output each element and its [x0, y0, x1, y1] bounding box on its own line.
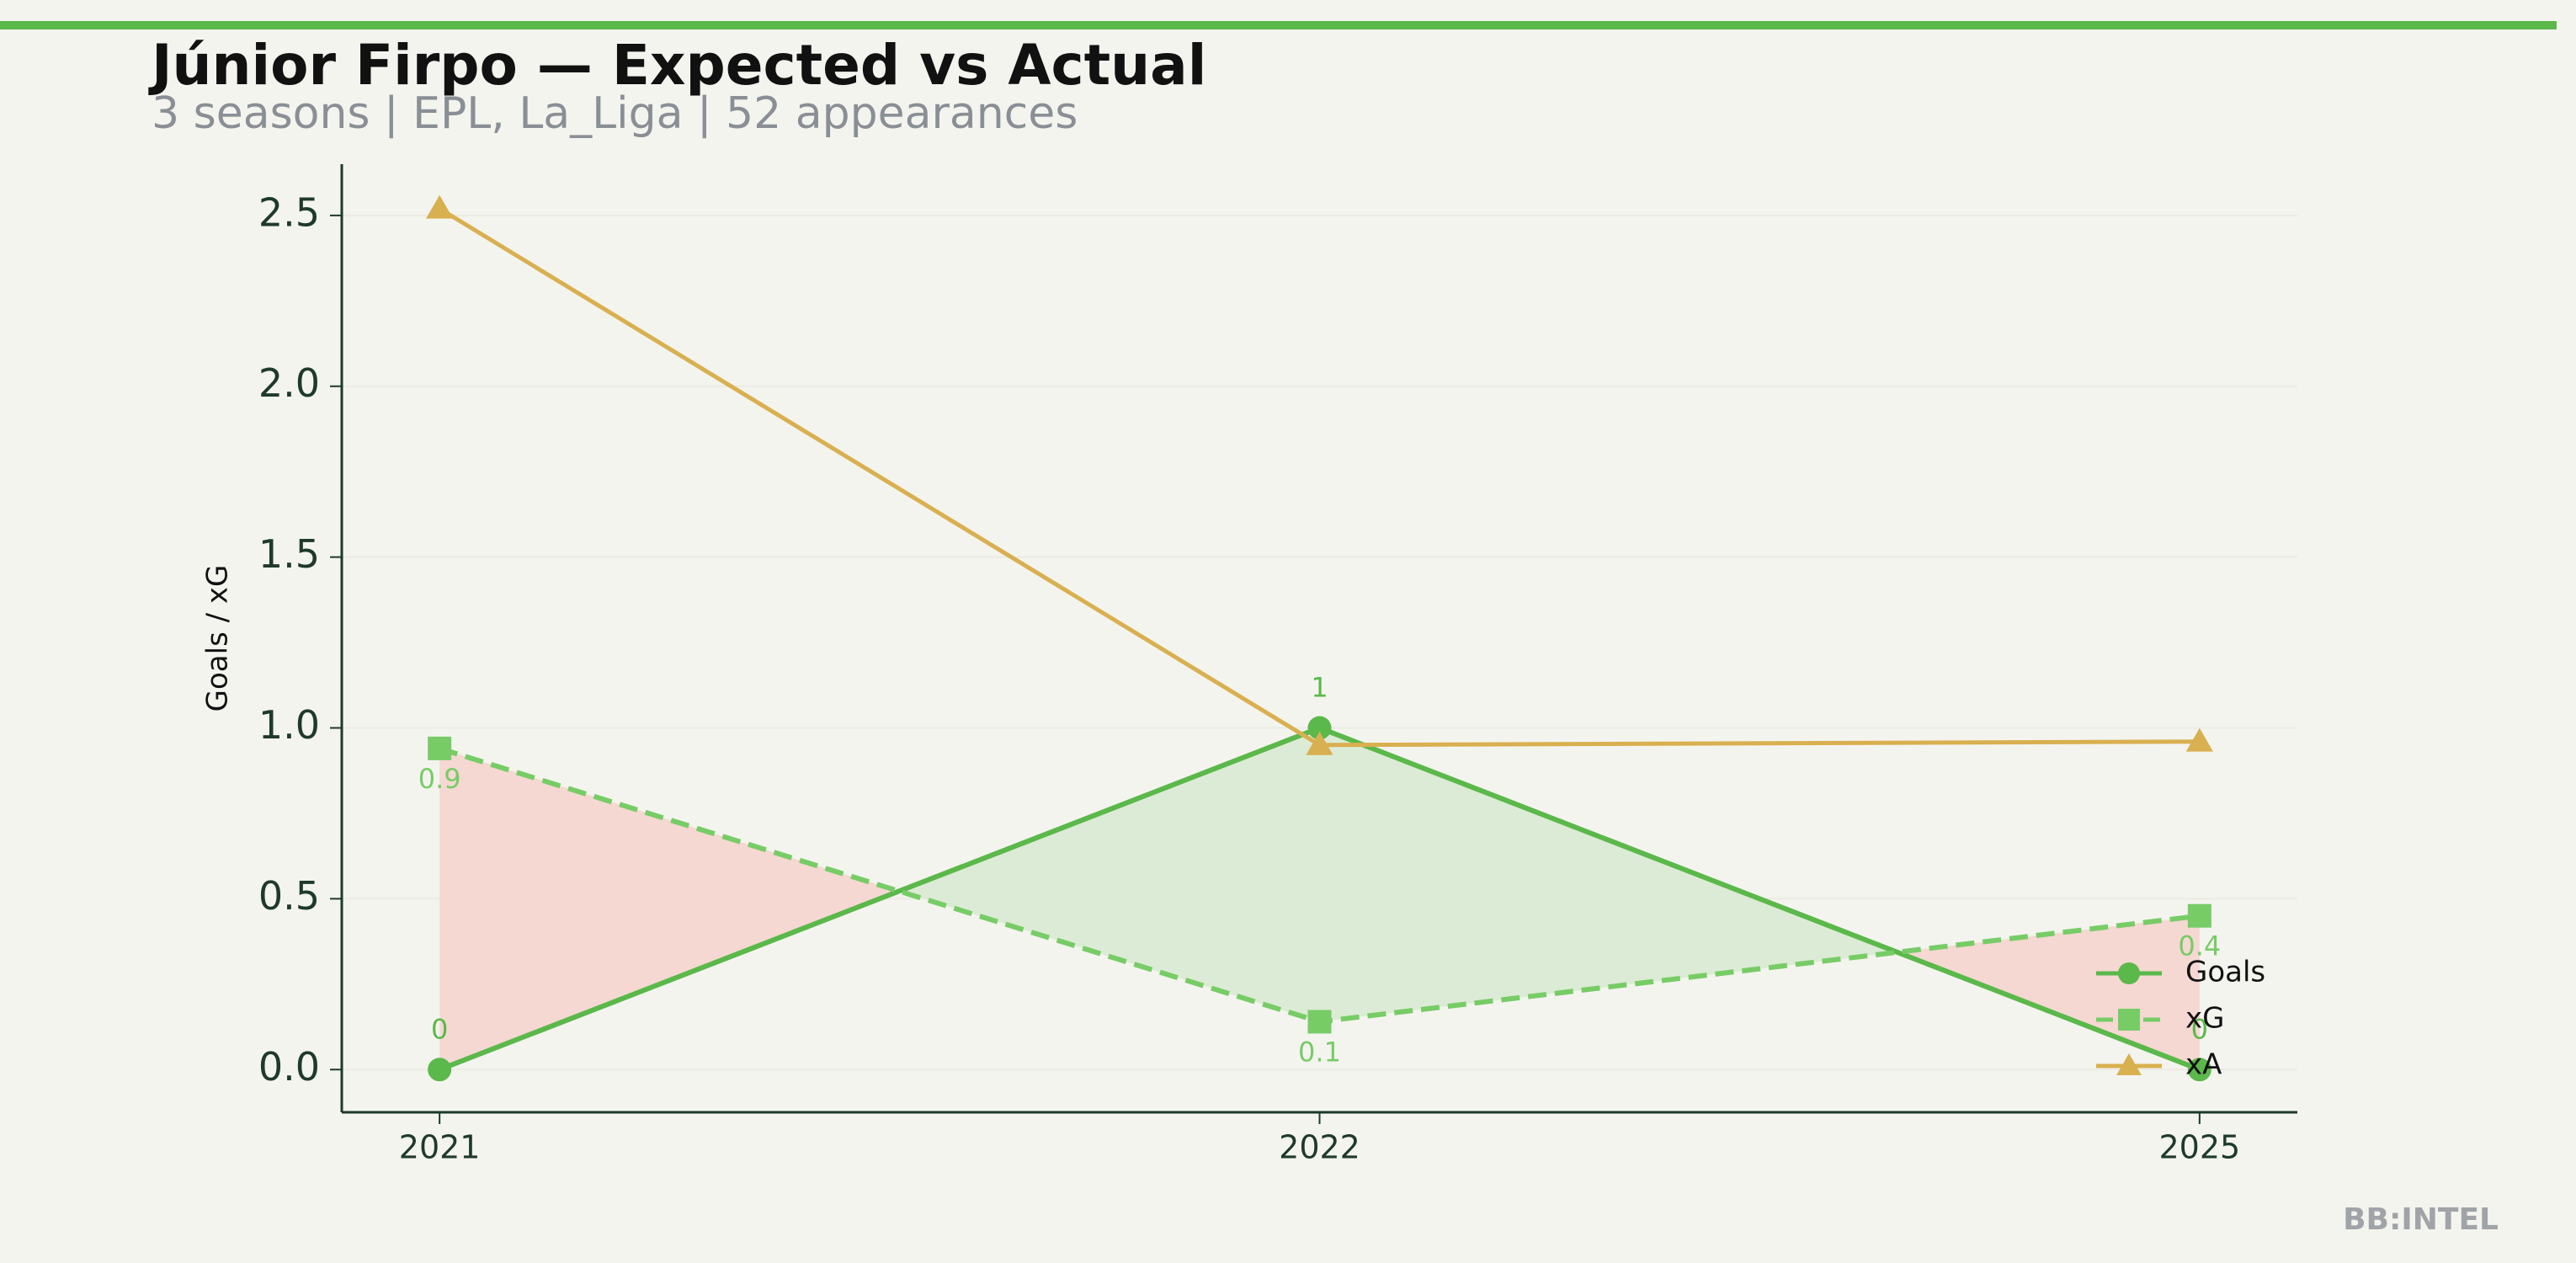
y-axis-label: Goals / xG: [201, 565, 235, 712]
series-line: [438, 206, 2200, 748]
data-label: 1: [1311, 672, 1328, 704]
fill-between: [899, 727, 1320, 1022]
y-tick-label: 2.0: [258, 360, 320, 406]
chart-title: Júnior Firpo — Expected vs Actual: [148, 33, 1206, 98]
y-tick-label: 2.5: [258, 189, 320, 235]
legend-label: Goals: [2185, 956, 2265, 989]
data-point: [1307, 716, 1332, 740]
y-tick-label: 1.5: [258, 531, 320, 577]
x-tick-label: 2022: [1279, 1129, 1360, 1166]
data-point: [2187, 1058, 2211, 1082]
data-point: [426, 195, 454, 219]
fill-between: [1319, 727, 1897, 1022]
fill-between: [1897, 915, 2200, 1070]
accent-bar: [0, 21, 2557, 29]
data-label: 0: [431, 1013, 448, 1045]
legend-marker: [2118, 1009, 2140, 1031]
x-tick-label: 2025: [2158, 1129, 2240, 1166]
data-point: [2187, 903, 2211, 928]
data-label: 0: [2191, 1013, 2208, 1045]
legend-label: xA: [2185, 1048, 2222, 1082]
fill-between: [439, 748, 900, 1070]
legend-marker: [2118, 962, 2140, 984]
chart-subtitle: 3 seasons | EPL, La_Liga | 52 appearance…: [152, 88, 1078, 139]
data-point: [1306, 731, 1333, 755]
data-label: 0.1: [1298, 1036, 1341, 1068]
legend-label: xG: [2185, 1002, 2224, 1036]
data-label: 0.9: [418, 763, 461, 795]
x-tick-label: 2021: [399, 1129, 481, 1166]
data-point: [1307, 1010, 1332, 1034]
data-point: [428, 736, 452, 760]
data-point: [2185, 727, 2213, 752]
y-tick-label: 0.0: [258, 1044, 320, 1090]
y-tick-label: 1.0: [258, 702, 320, 748]
data-label: 0.4: [2178, 930, 2221, 962]
legend-marker: [2116, 1053, 2142, 1076]
y-tick-label: 0.5: [258, 873, 320, 919]
data-point: [428, 1058, 452, 1082]
watermark: BB:INTEL: [2343, 1202, 2499, 1237]
